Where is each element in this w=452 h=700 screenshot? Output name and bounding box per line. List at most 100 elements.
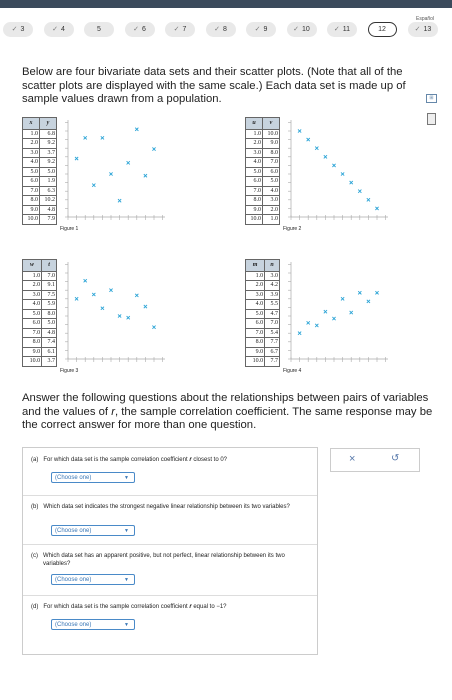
select-arrow: ▼ <box>124 528 129 534</box>
scatter-plot <box>65 262 165 362</box>
scatter-point <box>109 288 113 293</box>
scatter-point <box>340 172 345 176</box>
table-cell: 3.7 <box>39 147 57 158</box>
question-pill[interactable]: ✓ 11 <box>327 22 357 37</box>
reset-button[interactable]: ↺ <box>391 453 400 464</box>
table-cell: 1.0 <box>244 270 266 281</box>
table-cell: 5.0 <box>244 308 266 319</box>
calculator-icon[interactable] <box>427 113 436 125</box>
table-cell: 9.2 <box>39 138 57 149</box>
question-part: Which data set indicates the strongest n… <box>43 504 290 510</box>
table-cell: 4.0 <box>245 157 263 168</box>
scatter-point <box>126 315 131 320</box>
table-cell: 8.0 <box>262 147 280 158</box>
column-header: y <box>39 117 57 130</box>
scatter-point <box>332 163 336 168</box>
question-pill[interactable]: ✓ 3 <box>3 22 33 37</box>
answer-select[interactable]: (Choose one) ▼ <box>51 574 135 585</box>
scatter-point <box>83 135 88 140</box>
table-cell: 1.9 <box>39 176 57 187</box>
table-row: 1.0 3.0 <box>244 270 280 281</box>
question-pill[interactable]: ✓ 4 <box>43 22 74 37</box>
table-cell: 10.0 <box>21 356 43 367</box>
table-cell: 5.4 <box>264 327 280 338</box>
pill-label: 6 <box>141 26 146 33</box>
table-cell: 6.0 <box>244 318 266 329</box>
table-row: 10.0 1.0 <box>245 214 280 225</box>
pill-label: 11 <box>342 26 351 33</box>
table-row: 10.0 3.7 <box>21 356 57 367</box>
scatter-point <box>100 135 105 140</box>
column-header: x <box>22 117 40 130</box>
point-stroke <box>126 315 131 320</box>
table-cell: 4.0 <box>244 299 266 310</box>
check-icon: ✓ <box>52 26 58 33</box>
point-stroke <box>314 146 319 151</box>
table-cell: 6.3 <box>39 185 57 196</box>
scatter-point <box>357 189 362 194</box>
question-pill[interactable]: ✓ 8 <box>205 22 236 37</box>
question-pill[interactable]: 12 <box>367 22 397 37</box>
table-cell: 4.8 <box>39 204 57 215</box>
question-part: Which data set has an apparent positive,… <box>43 553 285 567</box>
table-row: 2.0 9.2 <box>22 138 57 149</box>
table-cell: 3.0 <box>262 195 280 206</box>
table-cell: 7.0 <box>262 157 280 168</box>
point-stroke <box>143 173 148 178</box>
data-table: u v 1.0 10.0 2.0 9.0 3.0 8.0 4.0 7.0 5.0 6.0 6.0 5.0 7… <box>245 117 280 225</box>
point-stroke <box>74 296 79 301</box>
pill-label: 12 <box>378 26 386 33</box>
table-cell: 5.0 <box>41 318 57 329</box>
table-cell: 9.0 <box>245 204 263 215</box>
question-pill[interactable]: ✓ 7 <box>165 22 195 37</box>
separator <box>23 544 317 545</box>
check-icon: ✓ <box>414 26 421 33</box>
table-row: 4.0 9.2 <box>22 157 57 168</box>
scatter-point <box>126 160 131 165</box>
instructions-part: Answer the following questions about the… <box>22 392 429 418</box>
answer-select[interactable]: (Choose one) ▼ <box>51 619 135 630</box>
tool-icon[interactable]: ⊞ <box>426 94 437 103</box>
clear-button[interactable]: × <box>349 453 356 465</box>
point-stroke <box>134 293 139 298</box>
table-cell: 7.5 <box>41 289 57 300</box>
table-row: 3.0 8.0 <box>245 147 280 158</box>
scatter-point <box>117 314 122 318</box>
table-cell: 4.8 <box>41 327 57 338</box>
pill-label: 4 <box>60 26 65 33</box>
scatter-point <box>297 331 302 336</box>
data-table: x y 1.0 6.8 2.0 9.2 3.0 3.7 4.0 9.2 5.0 5.0 6.0 1.9 7.… <box>22 117 57 225</box>
table-row: 4.0 5.9 <box>21 299 57 310</box>
scatter-point <box>152 325 156 330</box>
table-cell: 8.0 <box>245 195 263 206</box>
question-part: equal to −1? <box>191 604 227 610</box>
question-part: r <box>189 604 192 610</box>
pill-label: 3 <box>20 26 25 33</box>
table-cell: 7.0 <box>245 185 263 196</box>
table-cell: 3.0 <box>264 270 280 281</box>
table-row: 1.0 6.8 <box>22 128 57 139</box>
question-pill[interactable]: 5 <box>84 22 114 37</box>
language-link[interactable]: Español <box>416 16 435 22</box>
check-icon: ✓ <box>173 26 180 33</box>
answer-select[interactable]: (Choose one) ▼ <box>51 525 135 536</box>
table-row: 7.0 4.0 <box>245 185 280 196</box>
question-pill[interactable]: ✓ 13 <box>408 22 438 37</box>
point-stroke <box>117 198 122 203</box>
table-row: 8.0 7.7 <box>244 337 280 348</box>
point-stroke <box>375 290 379 295</box>
point-stroke <box>332 316 336 321</box>
table-row: 7.0 4.8 <box>21 327 57 338</box>
scatter-point <box>375 290 379 295</box>
table-cell: 7.9 <box>39 214 57 225</box>
question-pill[interactable]: ✓ 9 <box>246 22 276 37</box>
answer-select[interactable]: (Choose one) ▼ <box>51 472 135 483</box>
table-cell: 10.0 <box>22 214 40 225</box>
top-bar <box>0 0 452 8</box>
point-stroke <box>366 299 371 304</box>
question-pill[interactable]: ✓ 6 <box>124 22 155 37</box>
column-header: v <box>262 117 280 130</box>
question-pill[interactable]: ✓ 10 <box>286 22 317 37</box>
